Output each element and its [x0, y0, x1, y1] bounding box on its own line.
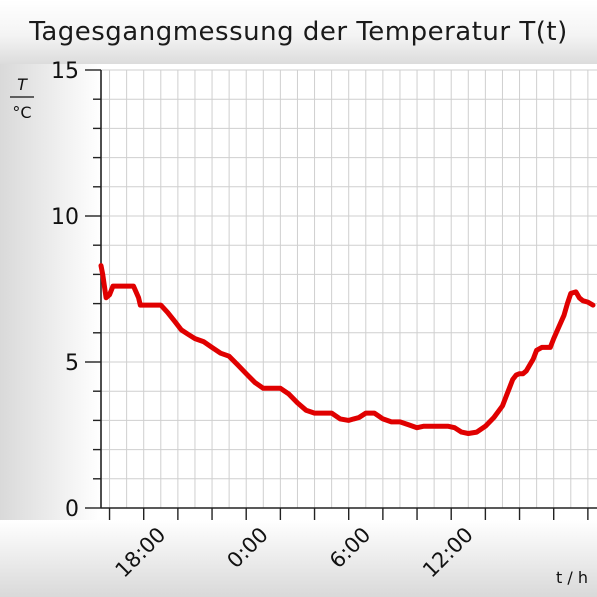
- x-axis-label: t / h: [556, 568, 588, 587]
- temperature-series-line: [98, 263, 596, 436]
- y-tick-label: 5: [65, 351, 79, 376]
- bottom-axis-band: [0, 520, 597, 597]
- y-axis-symbol: T: [17, 75, 28, 94]
- y-tick-label: 15: [51, 59, 79, 84]
- x-tick-label: 6:00: [325, 523, 375, 573]
- x-tick-label: 18:00: [111, 523, 171, 583]
- grid: [101, 68, 597, 508]
- left-axis-band: [0, 64, 101, 597]
- axes: [85, 69, 597, 520]
- chart-title-bar: Tagesgangmessung der Temperatur T(t): [0, 0, 597, 64]
- y-tick-label: 10: [51, 205, 79, 230]
- y-tick-label: 0: [65, 497, 79, 522]
- x-tick-label: 0:00: [223, 523, 273, 573]
- x-tick-label: 12:00: [418, 523, 478, 583]
- y-axis-unit: °C: [12, 103, 31, 122]
- series-layer: [98, 263, 596, 436]
- chart-title: Tagesgangmessung der Temperatur T(t): [29, 17, 568, 47]
